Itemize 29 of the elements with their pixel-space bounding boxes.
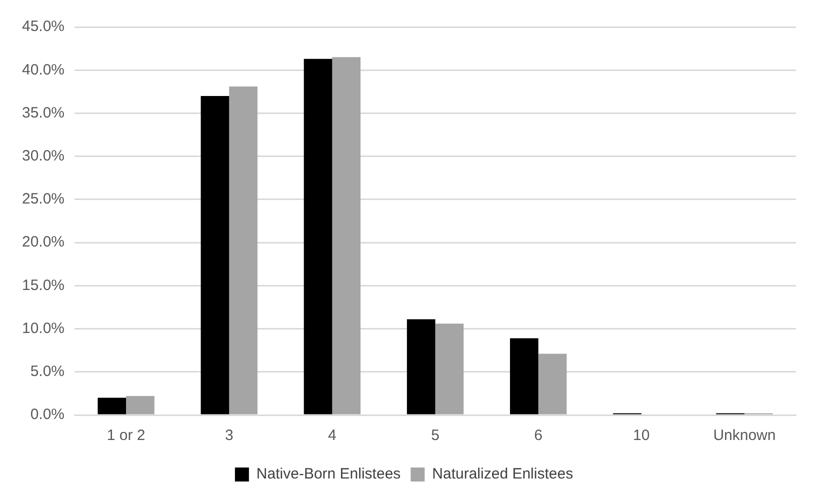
x-tick-label: 1 or 2	[106, 427, 146, 444]
bar	[406, 319, 436, 414]
bar	[229, 86, 258, 414]
x-tick-label: 5	[431, 427, 440, 444]
x-tick-label: 3	[224, 427, 234, 444]
x-tick-label: 6	[534, 427, 543, 444]
bar	[200, 96, 230, 414]
legend-label: Naturalized Enlistees	[432, 466, 574, 483]
y-tick-label: 30.0%	[22, 147, 65, 164]
y-tick-label: 25.0%	[22, 190, 65, 208]
x-tick-label: Unknown	[713, 427, 776, 444]
bar	[435, 324, 464, 414]
bar	[98, 398, 126, 414]
y-tick-label: 40.0%	[22, 61, 65, 78]
x-tick-label: 10	[633, 427, 650, 444]
y-tick-label: 10.0%	[22, 320, 65, 337]
y-tick-label: 20.0%	[22, 234, 65, 251]
bar	[538, 354, 567, 414]
y-tick-label: 35.0%	[22, 104, 65, 122]
y-tick-label: 45.0%	[22, 18, 65, 36]
y-tick-label: 0.0%	[30, 406, 65, 424]
bar	[304, 58, 332, 414]
legend-label: Native-Born Enlistees	[256, 466, 401, 483]
y-tick-label: 5.0%	[30, 363, 65, 380]
bar	[126, 396, 154, 414]
x-tick-label: 4	[328, 427, 336, 444]
bar	[510, 338, 538, 414]
bar	[332, 57, 361, 414]
y-tick-label: 15.0%	[22, 276, 65, 294]
